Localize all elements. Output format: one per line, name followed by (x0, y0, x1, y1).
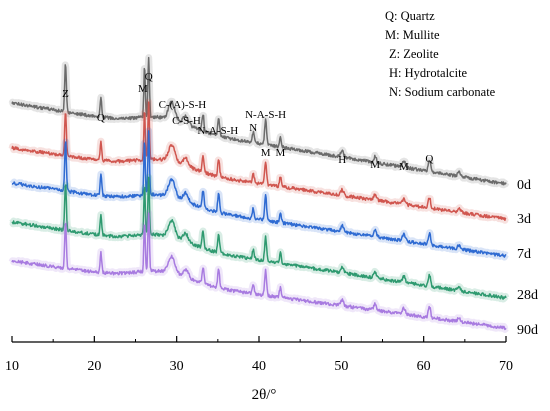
series-label-3d: 3d (517, 212, 531, 227)
x-axis-title: 2θ/° (252, 387, 277, 403)
legend-entry: Q: Quartz (385, 9, 435, 23)
series-line-7d (11, 130, 507, 258)
legend-entry: N: Sodium carbonate (389, 85, 496, 99)
legend-entry: Z: Zeolite (389, 47, 439, 61)
series-line-28d (11, 176, 507, 300)
x-tick-label: 50 (334, 359, 348, 374)
peak-label: N (249, 122, 257, 134)
peak-label: Z (62, 88, 69, 100)
peak-label: H (338, 154, 346, 166)
x-axis: 10 20 30 40 50 60 70 (5, 336, 513, 374)
x-tick-label: 40 (252, 359, 266, 374)
peak-label: M (276, 147, 286, 159)
x-tick-label: 30 (170, 359, 184, 374)
peak-label: N-A-S-H (245, 109, 286, 121)
peak-label: C-(A)-S-H (159, 99, 207, 111)
x-tick-label: 10 (5, 359, 19, 374)
series-label-0d: 0d (517, 178, 531, 193)
x-tick-label: 60 (417, 359, 431, 374)
peak-label: N-A-S-H (197, 125, 238, 137)
peak-label: M (261, 147, 271, 159)
series-line-3d (11, 101, 507, 222)
peak-label: M (370, 159, 380, 171)
series-label-7d: 7d (517, 247, 531, 262)
peak-label: Q (97, 112, 105, 124)
peak-label: Q (145, 71, 153, 83)
peak-label: M (138, 83, 148, 95)
legend-entry: M: Mullite (385, 28, 440, 42)
series-label-90d: 90d (517, 323, 538, 338)
series-line-90d (11, 212, 507, 331)
x-tick-label: 70 (499, 359, 513, 374)
series-label-28d: 28d (517, 288, 538, 303)
peak-label: M (399, 161, 409, 173)
series-line-0d (11, 56, 507, 186)
series-layer: 0d 3d 7d 28d 90d (8, 54, 538, 338)
peak-label: Q (425, 153, 433, 165)
x-tick-label: 20 (87, 359, 101, 374)
legend: Q: Quartz M: Mullite Z: Zeolite H: Hydro… (385, 9, 496, 99)
legend-entry: H: Hydrotalcite (389, 66, 468, 80)
peak-label: C-S-H (172, 115, 201, 127)
